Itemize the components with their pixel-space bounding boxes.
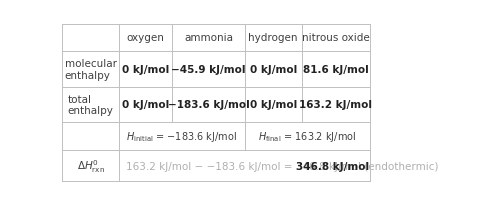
Text: nitrous oxide: nitrous oxide (302, 33, 370, 43)
Text: 0 kJ/mol: 0 kJ/mol (249, 100, 297, 110)
Text: −183.6 kJ/mol: −183.6 kJ/mol (167, 100, 249, 110)
Text: 163.2 kJ/mol: 163.2 kJ/mol (300, 100, 372, 110)
Text: 0 kJ/mol: 0 kJ/mol (122, 65, 169, 75)
Text: total
enthalpy: total enthalpy (68, 94, 114, 116)
Text: $H_\mathregular{final}$ = 163.2 kJ/mol: $H_\mathregular{final}$ = 163.2 kJ/mol (258, 129, 357, 143)
Text: hydrogen: hydrogen (248, 33, 298, 43)
Text: 346.8 kJ/mol: 346.8 kJ/mol (296, 161, 369, 171)
Text: −45.9 kJ/mol: −45.9 kJ/mol (171, 65, 246, 75)
Text: 0 kJ/mol: 0 kJ/mol (249, 65, 297, 75)
Text: 81.6 kJ/mol: 81.6 kJ/mol (303, 65, 369, 75)
Text: 163.2 kJ/mol − −183.6 kJ/mol = 346.8 kJ/mol (endothermic): 163.2 kJ/mol − −183.6 kJ/mol = 346.8 kJ/… (126, 161, 438, 171)
Text: $H_\mathregular{initial}$ = −183.6 kJ/mol: $H_\mathregular{initial}$ = −183.6 kJ/mo… (126, 129, 238, 143)
Text: 0 kJ/mol: 0 kJ/mol (122, 100, 169, 110)
Text: $\Delta H^0_\mathregular{rxn}$: $\Delta H^0_\mathregular{rxn}$ (77, 157, 105, 174)
Text: molecular
enthalpy: molecular enthalpy (65, 59, 117, 80)
Text: ammonia: ammonia (184, 33, 233, 43)
Text: 163.2 kJ/mol − −183.6 kJ/mol =: 163.2 kJ/mol − −183.6 kJ/mol = (126, 161, 296, 171)
Text: oxygen: oxygen (127, 33, 165, 43)
